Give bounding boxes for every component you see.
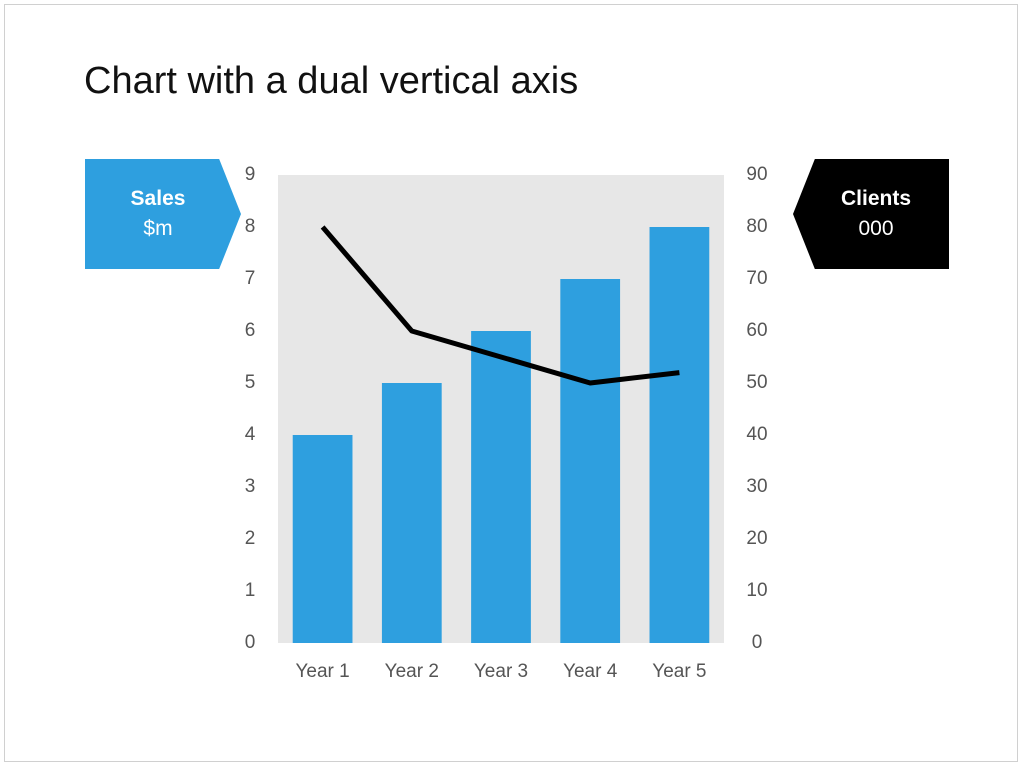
right-tick-label: 10 xyxy=(746,580,767,601)
left-tick-label: 0 xyxy=(245,632,256,653)
left-tick-label: 5 xyxy=(245,372,256,393)
sales-axis-callout: Sales $m xyxy=(85,159,241,269)
x-tick-label: Year 1 xyxy=(295,661,349,682)
left-tick-label: 7 xyxy=(245,268,256,289)
right-tick-label: 60 xyxy=(746,320,767,341)
bar-1 xyxy=(292,435,353,643)
x-tick-label: Year 4 xyxy=(563,661,618,682)
right-tick-label: 90 xyxy=(746,164,767,185)
bar-series xyxy=(292,227,710,643)
bar-2 xyxy=(381,383,442,643)
right-tick-label: 0 xyxy=(752,632,763,653)
left-tick-label: 8 xyxy=(245,216,256,237)
x-tick-label: Year 2 xyxy=(385,661,439,682)
page-title: Chart with a dual vertical axis xyxy=(84,60,579,102)
left-axis: 0 1 2 3 4 5 6 7 8 9 xyxy=(245,164,256,653)
bar-4 xyxy=(560,279,621,643)
left-tick-label: 3 xyxy=(245,476,256,497)
bar-3 xyxy=(471,331,531,643)
sales-callout-title: Sales xyxy=(130,187,186,210)
right-tick-label: 40 xyxy=(746,424,767,445)
left-tick-label: 1 xyxy=(245,580,256,601)
sales-callout-unit: $m xyxy=(143,217,173,240)
left-tick-label: 6 xyxy=(245,320,256,341)
right-tick-label: 50 xyxy=(746,372,767,393)
left-tick-label: 2 xyxy=(245,528,256,549)
right-tick-label: 20 xyxy=(746,528,767,549)
bar-5 xyxy=(649,227,710,643)
left-tick-label: 4 xyxy=(245,424,256,445)
right-tick-label: 30 xyxy=(746,476,767,497)
clients-callout-unit: 000 xyxy=(858,217,894,240)
right-axis: 0 10 20 30 40 50 60 70 80 90 xyxy=(746,164,767,653)
right-tick-label: 80 xyxy=(746,216,767,237)
x-tick-label: Year 5 xyxy=(652,661,706,682)
left-tick-label: 9 xyxy=(245,164,256,185)
right-tick-label: 70 xyxy=(746,268,767,289)
clients-axis-callout: Clients 000 xyxy=(793,159,949,269)
clients-callout-title: Clients xyxy=(840,187,911,210)
x-tick-label: Year 3 xyxy=(474,661,528,682)
line-series xyxy=(320,225,680,386)
x-axis: Year 1 Year 2 Year 3 Year 4 Year 5 xyxy=(295,661,706,682)
